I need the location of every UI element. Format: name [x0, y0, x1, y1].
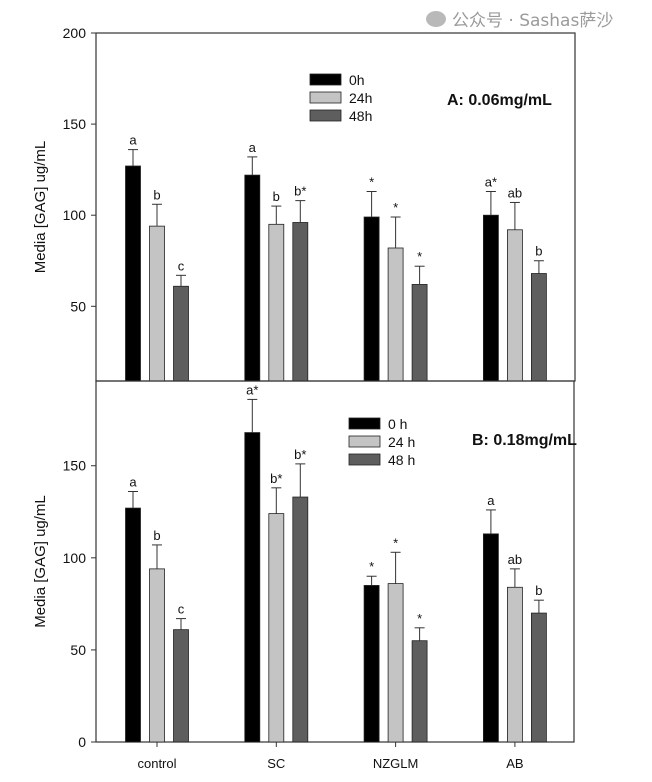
significance-label: a — [129, 475, 137, 490]
significance-label: a* — [485, 175, 497, 190]
bar-control-24h — [149, 225, 165, 382]
legend-label: 0 h — [388, 416, 407, 432]
significance-label: b — [153, 187, 160, 202]
significance-label: ab — [508, 552, 522, 567]
significance-label: b — [535, 244, 542, 259]
legend-label: 0h — [349, 72, 365, 88]
watermark: 公众号 · Sashas萨沙 — [426, 6, 613, 31]
legend-swatch — [348, 435, 381, 448]
bar-sc-24h — [268, 223, 285, 382]
significance-label: a — [249, 140, 257, 155]
significance-label: b* — [270, 471, 282, 486]
legend-swatch — [348, 417, 381, 430]
significance-label: b — [153, 528, 160, 543]
panel-title: A: 0.06mg/mL — [447, 92, 552, 109]
y-tick-label: 50 — [70, 642, 86, 658]
significance-label: * — [393, 535, 398, 550]
bar-ab-48h — [531, 612, 547, 743]
significance-label: * — [417, 249, 422, 264]
y-tick-label: 200 — [63, 25, 87, 41]
significance-label: * — [369, 175, 374, 190]
y-axis-label: Media [GAG] ug/mL — [32, 495, 49, 628]
legend-swatch — [309, 91, 342, 104]
bar-ab-24h — [506, 586, 523, 743]
panel-a — [91, 32, 576, 382]
x-tick-label: AB — [506, 756, 523, 771]
x-tick-label: SC — [267, 756, 285, 771]
bar-nzglm-48h — [411, 284, 428, 382]
significance-label: b — [535, 583, 542, 598]
bar-ab-48h — [531, 273, 547, 382]
bar-nzglm-0h — [363, 585, 380, 743]
wechat-icon — [426, 10, 446, 27]
watermark-text: 公众号 · Sashas萨沙 — [452, 11, 614, 31]
significance-label: b* — [294, 184, 306, 199]
y-tick-label: 50 — [70, 298, 86, 314]
y-tick-label: 0 — [78, 734, 86, 750]
bar-control-0h — [125, 507, 141, 743]
significance-label: * — [369, 559, 374, 574]
legend-label: 24h — [349, 90, 372, 106]
significance-label: b* — [294, 447, 306, 462]
legend-swatch — [348, 453, 381, 466]
significance-label: a — [129, 133, 137, 148]
significance-label: b — [273, 189, 280, 204]
significance-label: * — [417, 611, 422, 626]
plot-frame — [95, 380, 575, 743]
y-tick-label: 100 — [63, 207, 87, 223]
bar-control-48h — [173, 629, 189, 743]
panel-b — [91, 380, 575, 747]
y-axis-label: Media [GAG] ug/mL — [32, 141, 49, 274]
bar-control-48h — [173, 285, 189, 382]
legend-swatch — [309, 73, 342, 86]
significance-label: c — [178, 258, 185, 273]
bar-sc-24h — [268, 513, 285, 743]
bar-ab-24h — [506, 229, 523, 382]
legend-label: 24 h — [388, 434, 415, 450]
bar-sc-0h — [244, 174, 261, 382]
significance-label: ab — [508, 185, 522, 200]
y-tick-label: 100 — [63, 550, 87, 566]
bar-ab-0h — [482, 533, 499, 743]
x-tick-label: control — [137, 756, 176, 771]
bar-nzglm-0h — [363, 216, 380, 382]
bar-ab-0h — [482, 214, 499, 382]
significance-label: a — [487, 493, 495, 508]
bar-nzglm-24h — [387, 247, 404, 382]
x-tick-label: NZGLM — [373, 756, 419, 771]
bar-control-24h — [149, 568, 165, 743]
legend-label: 48h — [349, 108, 372, 124]
y-tick-label: 150 — [63, 458, 87, 474]
significance-label: c — [178, 602, 185, 617]
bar-sc-48h — [292, 496, 309, 743]
legend-swatch — [309, 109, 342, 122]
significance-label: a* — [246, 382, 258, 397]
panel-title: B: 0.18mg/mL — [472, 432, 577, 449]
bar-sc-0h — [244, 432, 261, 743]
bar-control-0h — [125, 165, 141, 382]
y-tick-label: 150 — [63, 116, 87, 132]
bar-nzglm-48h — [411, 640, 428, 743]
bar-nzglm-24h — [387, 583, 404, 743]
legend-label: 48 h — [388, 452, 415, 468]
significance-label: * — [393, 200, 398, 215]
bar-sc-48h — [292, 222, 309, 382]
